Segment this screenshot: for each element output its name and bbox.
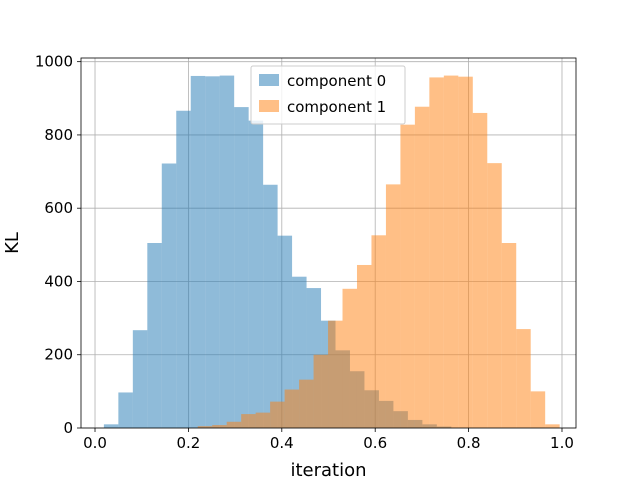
histogram-bar (255, 412, 271, 428)
histogram-bar (400, 124, 415, 428)
x-axis-label: iteration (290, 460, 366, 480)
legend-label-component-1: component 1 (287, 98, 386, 116)
histogram-bar (219, 75, 235, 428)
histogram-bar (132, 330, 148, 428)
histogram-bar (277, 235, 293, 428)
x-tick-label: 0.8 (457, 434, 481, 452)
histogram-bar (342, 288, 357, 428)
histogram-bar (443, 75, 459, 428)
histogram-bar (197, 426, 213, 428)
x-tick-label: 1.0 (550, 434, 574, 452)
legend: component 0 component 1 (250, 65, 406, 125)
histogram-bar (356, 264, 372, 428)
y-tick-label: 400 (44, 272, 73, 290)
histogram-bar (385, 184, 401, 428)
histogram-bar (161, 163, 177, 428)
histogram-bar (530, 391, 546, 428)
histogram-bar (103, 424, 119, 428)
histogram-bar (299, 379, 314, 428)
x-tick-label: 0.0 (83, 434, 107, 452)
histogram-bar (429, 77, 444, 429)
histogram-bar (472, 112, 488, 428)
legend-swatch-component-0 (259, 74, 279, 86)
histogram-bar (118, 392, 133, 428)
histogram-bars (103, 75, 560, 429)
histogram-bar (205, 76, 220, 428)
histogram-bar (270, 401, 285, 428)
histogram-bar (284, 389, 300, 428)
y-tick-label: 1000 (35, 53, 73, 71)
legend-box (250, 65, 406, 125)
legend-label-component-0: component 0 (287, 72, 386, 90)
x-tick-label: 0.2 (176, 434, 200, 452)
legend-swatch-component-1 (259, 100, 279, 112)
histogram-bar (545, 424, 560, 428)
plot-frame (80, 57, 577, 429)
histogram-bar (226, 421, 242, 428)
histogram-bar (458, 76, 473, 428)
y-tick-label: 800 (44, 126, 73, 144)
histogram-bar (190, 75, 206, 428)
y-tick-label: 0 (63, 419, 73, 437)
x-tick-label: 0.6 (363, 434, 387, 452)
histogram-bar (414, 106, 430, 428)
histogram-bar (234, 107, 249, 428)
histogram-bar (147, 243, 162, 428)
series-1-bars (197, 75, 560, 429)
histogram-bar (176, 110, 191, 428)
x-tick-label: 0.4 (270, 434, 294, 452)
histogram-bar (371, 235, 386, 428)
y-tick-label: 600 (44, 199, 73, 217)
axis-ticks: 0.0 0.2 0.4 0.6 0.8 1.0 0 200 400 600 800 1000 (35, 53, 574, 452)
histogram-bar (516, 329, 531, 428)
histogram-bar (212, 425, 227, 428)
histogram-bar (248, 120, 264, 429)
histogram-bar (501, 243, 517, 428)
histogram-bar (487, 163, 502, 428)
y-tick-label: 200 (44, 346, 73, 364)
y-axis-label: KL (2, 232, 23, 254)
histogram-bar (263, 184, 278, 428)
histogram-bar (328, 320, 343, 428)
histogram-bar (313, 354, 329, 428)
histogram-bar (241, 414, 256, 428)
